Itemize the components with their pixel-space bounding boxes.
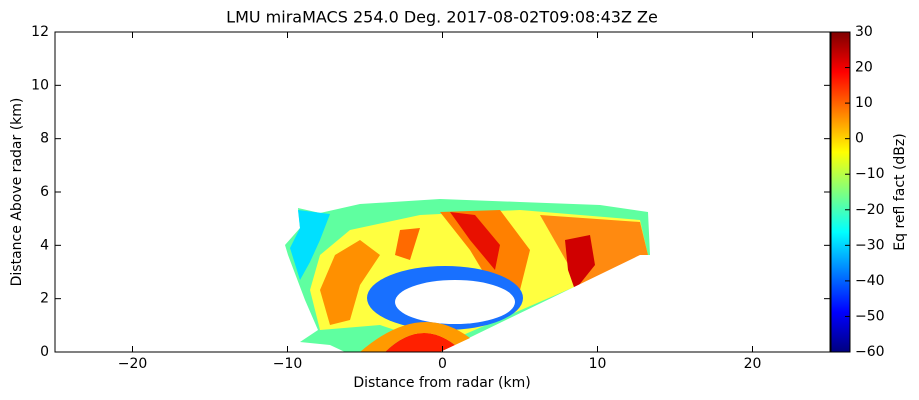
y-tick-label: 2 bbox=[40, 291, 49, 307]
colorbar bbox=[830, 31, 851, 353]
colorbar-label: Eq refl fact (dBz) bbox=[892, 133, 908, 250]
echo-region bbox=[320, 240, 380, 325]
y-tick-label: 12 bbox=[31, 24, 49, 40]
y-tick-label: 0 bbox=[40, 344, 49, 360]
echo-gap bbox=[440, 255, 660, 352]
colorbar-tick-label: −60 bbox=[855, 344, 885, 360]
y-tick-label: 6 bbox=[40, 184, 49, 200]
x-tick-label: 0 bbox=[438, 356, 447, 372]
echo-region bbox=[565, 235, 595, 290]
echo-region bbox=[385, 333, 455, 352]
y-tick-label: 4 bbox=[40, 237, 49, 253]
echo-region bbox=[290, 210, 330, 280]
chart-title: LMU miraMACS 254.0 Deg. 2017-08-02T09:08… bbox=[226, 8, 658, 27]
x-tick-label: 10 bbox=[589, 356, 607, 372]
echo-gap bbox=[395, 280, 515, 324]
colorbar-tick-label: 0 bbox=[855, 131, 864, 147]
colorbar-tick-label: −10 bbox=[855, 166, 885, 182]
x-tick-label: −10 bbox=[273, 356, 303, 372]
colorbar-tick-label: 10 bbox=[855, 95, 873, 111]
colorbar-tick-label: −20 bbox=[855, 202, 885, 218]
y-tick-label: 8 bbox=[40, 131, 49, 147]
echo-region bbox=[450, 212, 500, 270]
y-axis-label: Distance Above radar (km) bbox=[9, 98, 25, 287]
echo-region bbox=[395, 228, 420, 260]
echo-region bbox=[360, 321, 470, 352]
colorbar-tick-label: −50 bbox=[855, 308, 885, 324]
x-tick-label: 20 bbox=[744, 356, 762, 372]
y-tick-label: 10 bbox=[31, 77, 49, 93]
colorbar-tick-label: −30 bbox=[855, 237, 885, 253]
colorbar-tick-label: 30 bbox=[855, 24, 873, 40]
echo-region bbox=[540, 215, 648, 285]
colorbar-tick-label: −40 bbox=[855, 273, 885, 289]
echo-field bbox=[285, 199, 660, 352]
x-tick-label: −20 bbox=[118, 356, 148, 372]
colorbar-tick-label: 20 bbox=[855, 60, 873, 76]
x-axis-label: Distance from radar (km) bbox=[353, 375, 530, 391]
